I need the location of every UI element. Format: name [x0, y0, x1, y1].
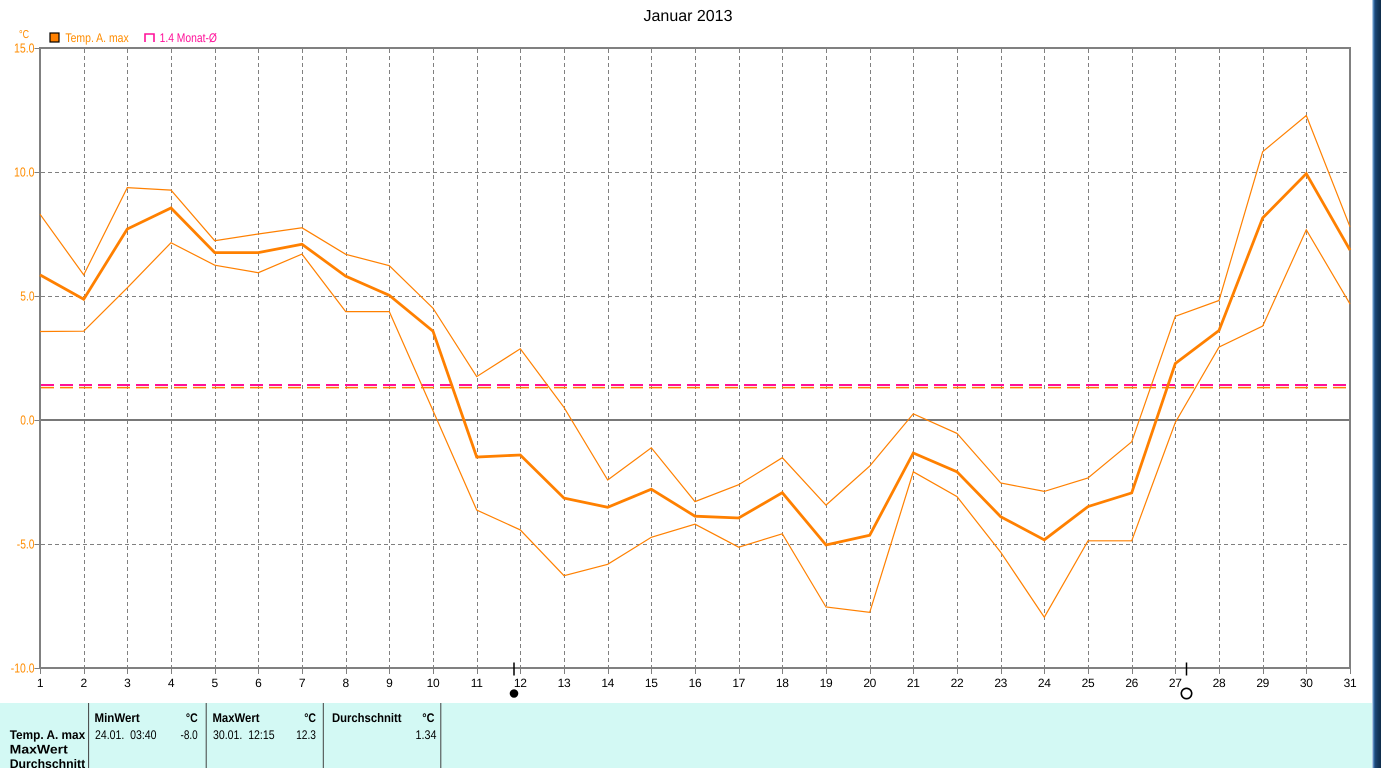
svg-text:21: 21 — [907, 676, 920, 690]
svg-text:°C: °C — [422, 711, 434, 725]
svg-text:16: 16 — [689, 676, 702, 690]
svg-text:Januar 2013: Januar 2013 — [644, 8, 733, 25]
svg-text:0.0: 0.0 — [20, 413, 34, 428]
svg-text:24: 24 — [1038, 676, 1051, 690]
svg-text:18: 18 — [776, 676, 789, 690]
svg-text:5: 5 — [212, 676, 219, 690]
svg-text:°C: °C — [186, 711, 198, 725]
svg-text:13: 13 — [558, 676, 571, 690]
svg-text:31: 31 — [1344, 676, 1357, 690]
svg-text:14: 14 — [601, 676, 614, 690]
svg-text:1: 1 — [37, 676, 44, 690]
svg-text:-8.0: -8.0 — [181, 728, 198, 742]
svg-text:-5.0: -5.0 — [17, 537, 35, 552]
svg-text:20: 20 — [863, 676, 876, 690]
svg-text:Durchschnitt: Durchschnitt — [10, 757, 86, 768]
svg-text:1.4 Monat-Ø: 1.4 Monat-Ø — [160, 31, 218, 45]
svg-text:15: 15 — [645, 676, 658, 690]
svg-text:-10.0: -10.0 — [11, 661, 35, 676]
svg-text:Temp. A. max: Temp. A. max — [65, 31, 129, 45]
svg-text:°C: °C — [19, 29, 29, 41]
svg-text:Durchschnitt: Durchschnitt — [332, 711, 402, 725]
svg-text:MinWert: MinWert — [95, 711, 141, 725]
svg-text:24.01. 03:40: 24.01. 03:40 — [95, 728, 157, 742]
svg-text:10: 10 — [427, 676, 440, 690]
svg-text:17: 17 — [732, 676, 745, 690]
svg-text:28: 28 — [1213, 676, 1226, 690]
svg-text:12: 12 — [514, 676, 527, 690]
svg-text:7: 7 — [299, 676, 306, 690]
svg-text:3: 3 — [124, 676, 131, 690]
svg-text:27: 27 — [1169, 676, 1182, 690]
svg-text:25: 25 — [1082, 676, 1095, 690]
svg-text:8: 8 — [343, 676, 350, 690]
svg-text:9: 9 — [386, 676, 393, 690]
svg-text:11: 11 — [471, 676, 483, 690]
svg-text:10.0: 10.0 — [14, 165, 35, 180]
svg-text:6: 6 — [255, 676, 262, 690]
svg-text:2: 2 — [81, 676, 88, 690]
svg-text:15.0: 15.0 — [14, 41, 35, 56]
svg-text:26: 26 — [1125, 676, 1138, 690]
svg-text:23: 23 — [994, 676, 1007, 690]
svg-text:5.0: 5.0 — [20, 289, 34, 304]
svg-text:30.01. 12:15: 30.01. 12:15 — [213, 728, 275, 742]
svg-text:Temp. A. max: Temp. A. max — [10, 728, 86, 742]
svg-text:12.3: 12.3 — [296, 728, 316, 742]
svg-text:30: 30 — [1300, 676, 1313, 690]
svg-text:°C: °C — [304, 711, 316, 725]
svg-text:22: 22 — [951, 676, 964, 690]
svg-text:4: 4 — [168, 676, 175, 690]
svg-text:29: 29 — [1256, 676, 1269, 690]
svg-text:19: 19 — [820, 676, 833, 690]
svg-text:1.34: 1.34 — [416, 728, 437, 742]
svg-text:MaxWert: MaxWert — [213, 711, 261, 725]
svg-text:MaxWert: MaxWert — [10, 743, 69, 757]
